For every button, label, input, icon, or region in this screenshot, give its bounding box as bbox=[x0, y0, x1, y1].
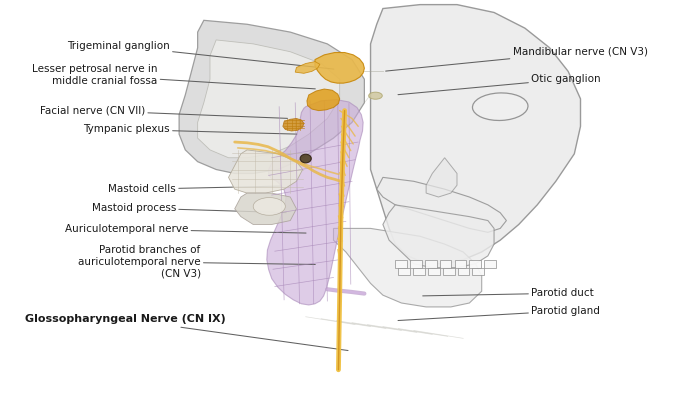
Polygon shape bbox=[454, 260, 466, 268]
Polygon shape bbox=[235, 193, 296, 225]
Polygon shape bbox=[443, 268, 454, 275]
Polygon shape bbox=[179, 20, 364, 173]
Ellipse shape bbox=[369, 92, 382, 99]
Polygon shape bbox=[398, 268, 410, 275]
Text: Auriculotemporal nerve: Auriculotemporal nerve bbox=[65, 224, 306, 234]
Text: Mandibular nerve (CN V3): Mandibular nerve (CN V3) bbox=[386, 47, 647, 71]
Ellipse shape bbox=[300, 154, 311, 163]
Polygon shape bbox=[473, 268, 484, 275]
Text: Parotid duct: Parotid duct bbox=[423, 288, 594, 298]
Text: Otic ganglion: Otic ganglion bbox=[398, 74, 600, 95]
Polygon shape bbox=[413, 268, 425, 275]
Text: Mastoid process: Mastoid process bbox=[92, 203, 286, 213]
Polygon shape bbox=[383, 205, 494, 268]
Text: Mastoid cells: Mastoid cells bbox=[108, 184, 282, 194]
Polygon shape bbox=[458, 268, 469, 275]
Polygon shape bbox=[425, 260, 437, 268]
Polygon shape bbox=[410, 260, 422, 268]
Polygon shape bbox=[228, 150, 303, 193]
Polygon shape bbox=[295, 61, 320, 73]
Polygon shape bbox=[307, 89, 340, 111]
Text: Glossopharyngeal Nerve (CN IX): Glossopharyngeal Nerve (CN IX) bbox=[24, 314, 348, 351]
Polygon shape bbox=[315, 52, 364, 83]
Text: Facial nerve (CN VII): Facial nerve (CN VII) bbox=[40, 106, 288, 118]
Ellipse shape bbox=[473, 93, 528, 121]
Polygon shape bbox=[428, 268, 440, 275]
Polygon shape bbox=[426, 158, 457, 197]
Text: Lesser petrosal nerve in
middle cranial fossa: Lesser petrosal nerve in middle cranial … bbox=[32, 65, 316, 89]
Polygon shape bbox=[371, 5, 581, 264]
Polygon shape bbox=[333, 229, 481, 307]
Polygon shape bbox=[377, 177, 507, 232]
Polygon shape bbox=[267, 100, 363, 305]
Polygon shape bbox=[395, 260, 407, 268]
Polygon shape bbox=[198, 40, 340, 158]
Text: Tympanic plexus: Tympanic plexus bbox=[83, 125, 296, 134]
Polygon shape bbox=[283, 119, 304, 131]
Text: Parotid gland: Parotid gland bbox=[398, 306, 600, 320]
Ellipse shape bbox=[253, 197, 286, 215]
Text: Parotid branches of
auriculotemporal nerve
(CN V3): Parotid branches of auriculotemporal ner… bbox=[78, 245, 316, 279]
Polygon shape bbox=[440, 260, 452, 268]
Text: Trigeminal ganglion: Trigeminal ganglion bbox=[67, 41, 334, 69]
Polygon shape bbox=[469, 260, 481, 268]
Polygon shape bbox=[484, 260, 496, 268]
